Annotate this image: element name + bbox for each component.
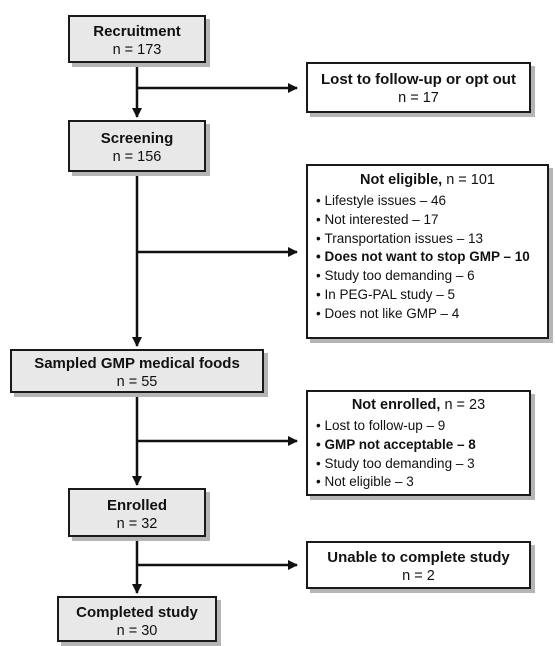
enrolled-box: Enrolled n = 32 xyxy=(68,488,206,537)
sampled-box: Sampled GMP medical foods n = 55 xyxy=(10,349,264,393)
list-item: Lost to follow-up – 9 xyxy=(316,417,529,436)
list-item: Study too demanding – 3 xyxy=(316,455,529,474)
not-eligible-heading: Not eligible, n = 101 xyxy=(316,171,547,190)
not-eligible-box: Not eligible, n = 101 Lifestyle issues –… xyxy=(306,164,549,339)
list-item: In PEG-PAL study – 5 xyxy=(316,286,547,305)
not-eligible-title: Not eligible, xyxy=(360,172,443,188)
not-enrolled-title: Not enrolled, xyxy=(351,397,441,413)
list-item: Does not like GMP – 4 xyxy=(316,305,547,324)
completed-count: n = 30 xyxy=(116,623,158,639)
recruitment-count: n = 173 xyxy=(112,42,162,58)
not-eligible-reasons: Lifestyle issues – 46 Not interested – 1… xyxy=(316,192,547,324)
enrolled-count: n = 32 xyxy=(116,516,158,532)
lost-followup-count: n = 17 xyxy=(398,90,439,106)
list-item: GMP not acceptable – 8 xyxy=(316,436,529,455)
screening-title: Screening xyxy=(100,130,174,147)
not-enrolled-count: n = 23 xyxy=(440,397,486,413)
enrolled-title: Enrolled xyxy=(106,497,167,514)
list-item: Lifestyle issues – 46 xyxy=(316,192,547,211)
lost-followup-box: Lost to follow-up or opt out n = 17 xyxy=(306,62,531,113)
list-item: Transportation issues – 13 xyxy=(316,230,547,249)
list-item: Not eligible – 3 xyxy=(316,473,529,492)
unable-complete-count: n = 2 xyxy=(402,568,435,584)
screening-count: n = 156 xyxy=(112,149,162,165)
recruitment-box: Recruitment n = 173 xyxy=(68,15,206,63)
screening-box: Screening n = 156 xyxy=(68,120,206,172)
list-item: Study too demanding – 6 xyxy=(316,267,547,286)
sampled-title: Sampled GMP medical foods xyxy=(34,355,240,372)
unable-complete-title: Unable to complete study xyxy=(327,549,510,566)
lost-followup-title: Lost to follow-up or opt out xyxy=(321,71,516,88)
not-enrolled-reasons: Lost to follow-up – 9 GMP not acceptable… xyxy=(316,417,529,492)
not-enrolled-box: Not enrolled, n = 23 Lost to follow-up –… xyxy=(306,390,531,496)
not-eligible-count: n = 101 xyxy=(442,172,495,188)
completed-box: Completed study n = 30 xyxy=(57,596,217,642)
list-item: Does not want to stop GMP – 10 xyxy=(316,248,547,267)
sampled-count: n = 55 xyxy=(116,374,158,390)
unable-complete-box: Unable to complete study n = 2 xyxy=(306,541,531,589)
completed-title: Completed study xyxy=(76,604,198,621)
recruitment-title: Recruitment xyxy=(93,23,181,40)
not-enrolled-heading: Not enrolled, n = 23 xyxy=(316,396,529,415)
list-item: Not interested – 17 xyxy=(316,211,547,230)
